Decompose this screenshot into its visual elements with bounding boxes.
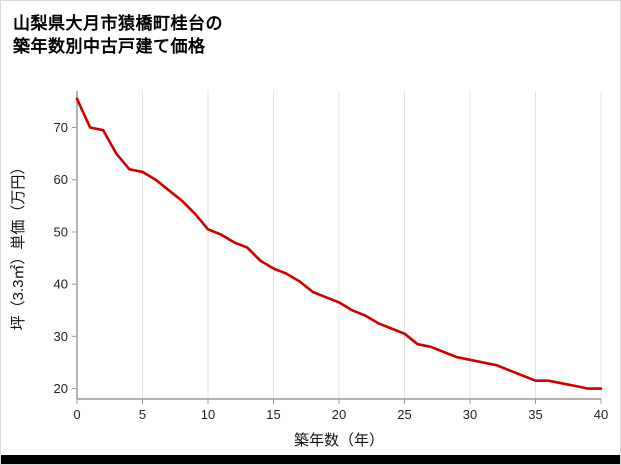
y-tick-label: 50: [54, 224, 68, 239]
x-axis-label: 築年数（年）: [294, 431, 384, 447]
y-axis-label: 坪（3.3㎡）単価（万円）: [10, 160, 27, 331]
x-tick-label: 35: [528, 407, 542, 422]
y-tick-label: 30: [54, 329, 68, 344]
x-tick-label: 40: [594, 407, 608, 422]
y-tick-label: 20: [54, 381, 68, 396]
gridlines: [76, 91, 602, 399]
bottom-bar: [1, 455, 620, 464]
price-line: [75, 97, 603, 390]
line-chart: 0 5 10 15 20 25 30 35 40 20 30 40 50 60 70 築年数（年） 坪（3.3㎡…: [10, 91, 608, 447]
chart-title-line1: 山梨県大月市猿橋町桂台の: [13, 14, 223, 33]
y-tick-labels: 20 30 40 50 60 70: [54, 120, 77, 396]
y-tick-label: 40: [54, 277, 68, 292]
x-tick-label: 15: [266, 407, 280, 422]
x-tick-label: 5: [139, 407, 146, 422]
x-tick-label: 20: [332, 407, 346, 422]
x-tick-labels: 0 5 10 15 20 25 30 35 40: [73, 399, 608, 422]
chart-title-line2: 築年数別中古戸建て価格: [13, 36, 206, 56]
x-tick-label: 0: [73, 407, 80, 422]
x-tick-label: 10: [201, 407, 215, 422]
x-tick-label: 25: [397, 407, 411, 422]
x-tick-label: 30: [463, 407, 477, 422]
chart-title: 山梨県大月市猿橋町桂台の 築年数別中古戸建て価格: [13, 13, 223, 59]
y-tick-label: 70: [54, 120, 68, 135]
y-tick-label: 60: [54, 172, 68, 187]
